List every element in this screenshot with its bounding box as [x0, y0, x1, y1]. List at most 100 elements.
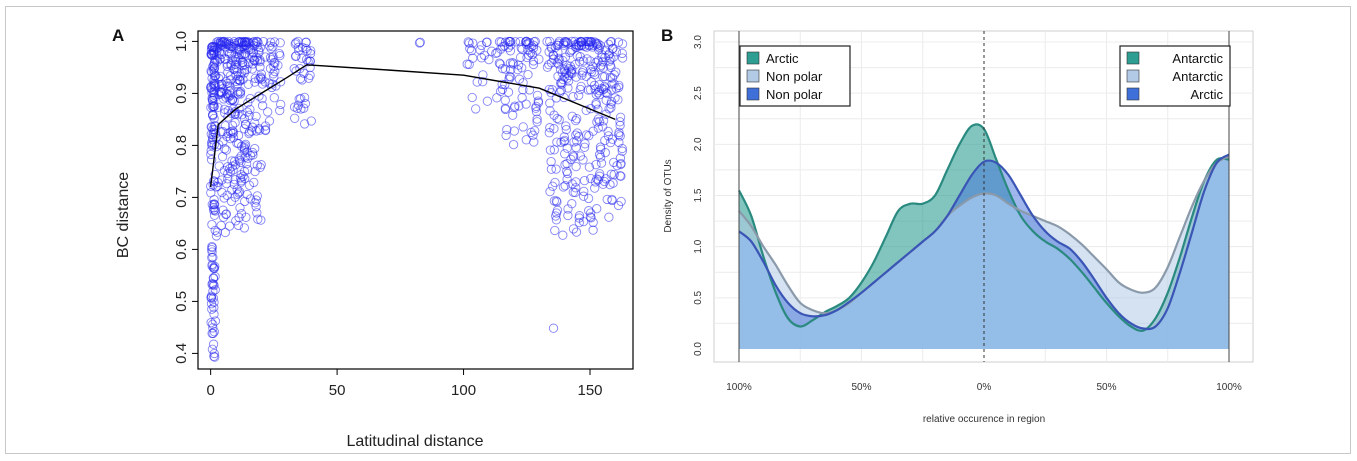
scatter-point	[241, 40, 252, 50]
scatter-point	[232, 138, 242, 148]
scatter-point	[558, 230, 568, 240]
scatter-point	[518, 122, 528, 132]
scatter-point	[482, 96, 493, 106]
scatter-point	[551, 164, 561, 174]
y-tick-label: 1.0	[173, 31, 190, 52]
scatter-point	[526, 127, 536, 138]
panel-b-chart: 100% 50% 0% 50% 100% 0.0 0.5 1.0 1.5 2.0 2.5 3.0 r…	[663, 30, 1254, 425]
scatter-point	[210, 261, 220, 272]
scatter-point	[209, 302, 219, 313]
scatter-point	[524, 85, 535, 95]
scatter-point	[223, 174, 233, 184]
scatter-point	[269, 72, 279, 82]
scatter-point	[552, 137, 562, 147]
scatter-point	[465, 43, 475, 54]
scatter-point	[611, 67, 621, 77]
scatter-point	[497, 79, 507, 90]
scatter-point	[494, 58, 505, 68]
scatter-point	[586, 213, 596, 223]
scatter-point	[224, 221, 235, 231]
scatter-point	[545, 98, 555, 108]
scatter-point	[572, 51, 582, 61]
scatter-point	[213, 102, 223, 112]
scatter-point	[242, 189, 252, 200]
scatter-point	[227, 55, 237, 65]
scatter-point	[545, 145, 556, 155]
scatter-point	[271, 81, 281, 91]
scatter-point	[216, 87, 226, 97]
legend-right-swatch-0	[1126, 51, 1140, 65]
scatter-point	[305, 62, 315, 73]
scatter-point	[273, 60, 283, 70]
scatter-point	[221, 209, 231, 219]
scatter-point	[597, 52, 607, 62]
panel-b-x-ticks: 100% 50% 0% 50% 100%	[726, 382, 1242, 393]
scatter-point	[586, 208, 596, 218]
scatter-point	[611, 83, 621, 93]
scatter-point	[571, 227, 582, 237]
y-tick-label: 2.0	[693, 137, 704, 151]
scatter-point	[578, 56, 589, 66]
scatter-point	[265, 37, 276, 47]
scatter-point	[544, 59, 554, 70]
scatter-point	[578, 155, 588, 165]
scatter-point	[605, 37, 616, 47]
panel-b-y-axis-label: Density of OTUs	[663, 159, 674, 232]
scatter-point	[234, 44, 244, 55]
scatter-point	[208, 286, 218, 296]
scatter-point	[250, 166, 260, 177]
scatter-point	[211, 231, 222, 241]
scatter-point	[229, 64, 239, 74]
scatter-point	[531, 103, 541, 113]
scatter-point	[612, 160, 622, 171]
scatter-point	[617, 143, 627, 154]
scatter-point	[228, 43, 239, 53]
scatter-point	[590, 183, 600, 193]
scatter-point	[607, 195, 617, 206]
scatter-point	[207, 247, 217, 257]
scatter-point	[574, 132, 584, 142]
scatter-point	[601, 174, 611, 184]
scatter-point	[502, 124, 512, 135]
scatter-point	[583, 193, 594, 204]
scatter-point	[305, 70, 315, 80]
scatter-point	[574, 90, 584, 101]
legend-left-label-0: Arctic	[766, 51, 799, 66]
scatter-point	[615, 153, 626, 163]
y-tick-label: 0.7	[173, 187, 190, 208]
x-tick-label: 100	[451, 382, 476, 399]
scatter-point	[233, 130, 244, 141]
scatter-point	[576, 37, 587, 47]
scatter-point	[558, 38, 569, 49]
scatter-point	[235, 203, 245, 213]
scatter-point	[252, 191, 262, 201]
scatter-point	[598, 179, 608, 189]
scatter-point	[579, 142, 590, 152]
scatter-point	[609, 70, 619, 80]
scatter-point	[206, 317, 216, 328]
scatter-point	[551, 196, 561, 206]
scatter-point	[586, 173, 596, 184]
scatter-point	[593, 114, 603, 124]
scatter-point	[551, 215, 562, 225]
scatter-point	[244, 180, 255, 190]
scatter-point	[560, 181, 570, 191]
scatter-point	[608, 178, 618, 188]
scatter-point	[597, 50, 607, 60]
x-tick-label: 50	[329, 382, 346, 399]
x-tick-label: 50%	[851, 382, 871, 393]
scatter-point	[559, 132, 569, 142]
scatter-point	[207, 278, 217, 289]
scatter-point	[553, 40, 563, 51]
scatter-point	[249, 55, 259, 65]
scatter-point	[229, 179, 239, 190]
scatter-point	[552, 113, 562, 124]
scatter-point	[206, 83, 216, 93]
scatter-point	[247, 52, 258, 63]
panel-a-trend-line	[209, 64, 616, 188]
scatter-point	[233, 220, 244, 231]
scatter-point	[506, 40, 516, 50]
y-tick-label: 0.6	[173, 239, 190, 260]
panel-a-label: A	[112, 26, 124, 45]
panel-a-x-ticks: 0 50 100 150	[206, 369, 603, 399]
